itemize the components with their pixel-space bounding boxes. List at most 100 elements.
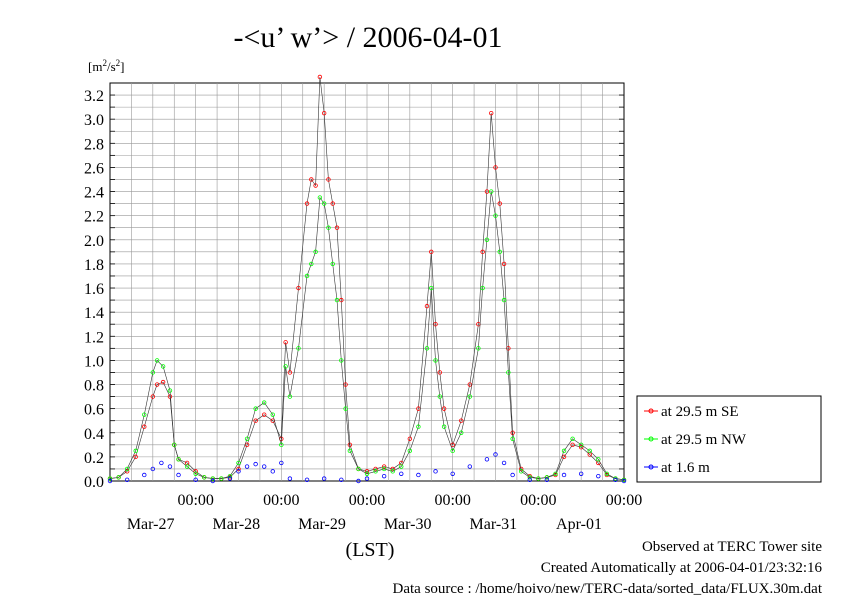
y-tick-label: 0.2 — [84, 450, 104, 467]
data-point — [433, 469, 438, 474]
data-point — [124, 469, 130, 474]
data-point — [150, 394, 156, 399]
data-point — [613, 477, 618, 482]
data-point — [326, 177, 331, 182]
data-point — [510, 430, 515, 435]
data-point — [399, 471, 404, 476]
data-point — [321, 110, 327, 116]
footer-created: Created Automatically at 2006-04-01/23:3… — [541, 560, 823, 576]
data-point — [279, 442, 284, 448]
legend-label: at 1.6 m — [661, 460, 710, 476]
data-point — [184, 464, 190, 469]
data-point — [364, 469, 370, 474]
data-point — [154, 358, 160, 363]
x-tick-time: 00:00 — [263, 492, 299, 509]
data-point — [304, 273, 310, 279]
y-tick-label: 2.0 — [84, 233, 104, 250]
data-point — [253, 406, 258, 411]
data-point — [270, 469, 275, 474]
data-point — [437, 370, 443, 375]
y-tick-label: 1.8 — [84, 257, 104, 274]
data-point — [334, 297, 340, 303]
data-point — [621, 478, 627, 484]
data-point — [578, 442, 584, 448]
y-tick-label: 2.2 — [84, 209, 104, 226]
data-point — [309, 177, 314, 182]
data-point — [356, 466, 361, 472]
data-point — [279, 460, 284, 466]
x-tick-date: Apr-01 — [556, 516, 602, 533]
data-point — [167, 394, 173, 399]
data-point — [364, 471, 370, 476]
data-point — [347, 442, 353, 448]
data-point — [313, 249, 318, 255]
data-point — [244, 464, 250, 469]
data-point — [236, 466, 241, 472]
data-point — [467, 464, 472, 469]
data-point — [160, 379, 166, 385]
data-point — [390, 469, 395, 474]
data-point — [493, 452, 498, 457]
legend-label: at 29.5 m NW — [661, 432, 747, 448]
data-point — [381, 473, 387, 479]
grid — [110, 83, 624, 481]
data-point — [467, 382, 472, 387]
data-point — [429, 285, 434, 291]
y-tick-label: 1.2 — [84, 329, 104, 346]
data-point — [283, 340, 288, 345]
data-point — [304, 477, 310, 482]
data-point — [159, 460, 164, 466]
x-axis-label: (LST) — [346, 539, 395, 561]
x-tick-time: 00:00 — [606, 492, 642, 509]
data-point — [390, 466, 395, 472]
data-point — [142, 472, 147, 478]
data-point — [480, 249, 485, 255]
y-tick-label: 2.4 — [84, 185, 104, 202]
data-point — [347, 448, 353, 454]
data-point — [313, 183, 318, 188]
data-point — [459, 418, 464, 423]
x-tick-date: Mar-27 — [127, 516, 175, 533]
data-point — [309, 261, 314, 267]
data-point — [142, 424, 147, 429]
y-tick-label: 1.4 — [84, 305, 104, 322]
legend — [636, 395, 822, 483]
data-point — [172, 442, 177, 448]
data-point — [587, 448, 592, 454]
data-point — [424, 303, 430, 309]
x-tick-date: Mar-28 — [212, 516, 260, 533]
data-point — [364, 476, 370, 481]
data-point — [497, 201, 502, 206]
data-point — [116, 475, 121, 480]
data-point — [441, 424, 447, 429]
data-point — [484, 237, 490, 242]
chart-title: -<u’ w’> / 2006-04-01 — [233, 21, 502, 54]
data-point — [193, 477, 198, 482]
data-point — [553, 471, 558, 476]
data-point — [596, 473, 601, 479]
data-point — [373, 469, 378, 474]
data-point — [287, 476, 293, 481]
data-point — [570, 442, 575, 448]
data-point — [570, 436, 575, 441]
legend-item: at 29.5 m NW — [644, 432, 747, 448]
data-point — [287, 370, 293, 375]
data-point — [253, 418, 258, 423]
data-point — [381, 466, 387, 472]
data-point — [167, 388, 173, 393]
data-point — [536, 476, 541, 481]
data-point — [107, 478, 113, 484]
data-point — [124, 466, 130, 472]
data-point — [227, 476, 233, 481]
data-point — [433, 322, 438, 327]
data-point — [154, 382, 160, 387]
data-point — [193, 471, 198, 476]
y-tick-label: 1.0 — [84, 353, 104, 370]
data-point — [343, 406, 348, 411]
data-point — [107, 476, 113, 481]
data-point — [133, 448, 138, 454]
footer-observed: Observed at TERC Tower site — [642, 539, 822, 555]
data-point — [506, 346, 511, 351]
data-point — [484, 457, 490, 462]
data-point — [493, 213, 498, 218]
